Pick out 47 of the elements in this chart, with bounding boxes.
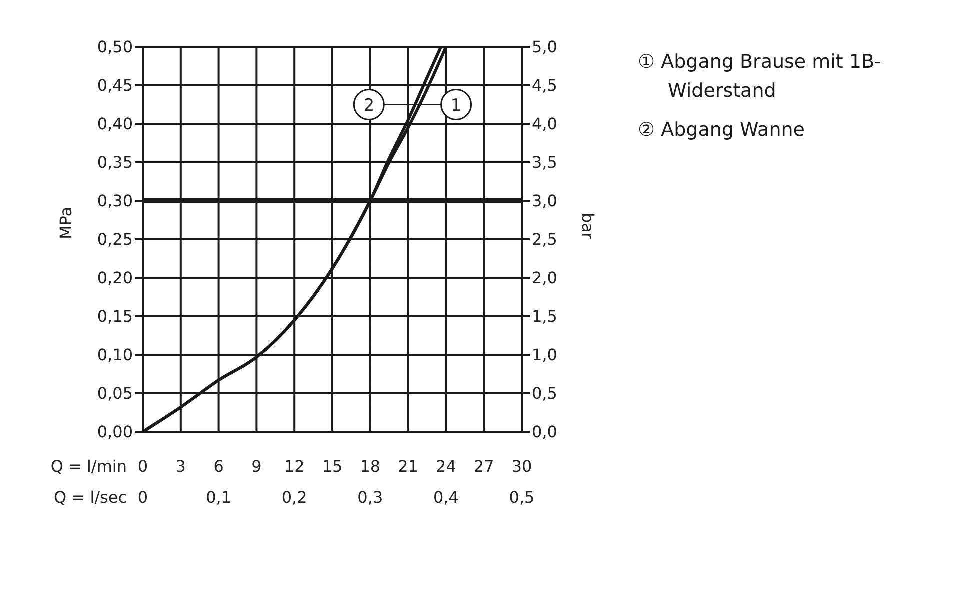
x-tick-label: 3	[176, 457, 186, 476]
x-tick-label: 15	[322, 457, 343, 476]
y-tick-label: 0,20	[97, 268, 133, 288]
y2-tick-label: 0,0	[532, 422, 558, 442]
y2-tick-label: 3,5	[532, 153, 558, 172]
x2-tick-label: 0,3	[358, 488, 384, 507]
x2-tick-label: 0	[138, 488, 148, 507]
x-tick-label: 30	[512, 457, 532, 476]
x-tick-label: 12	[284, 457, 305, 476]
x-tick-label: 27	[474, 457, 494, 476]
x-tick-label: 9	[252, 457, 262, 476]
y2-tick-label: 0,5	[532, 384, 558, 404]
y2-tick-label: 4,5	[532, 76, 558, 96]
y2-tick-label: 2,5	[532, 230, 558, 250]
y2-tick-label: 1,5	[532, 307, 558, 326]
y-tick-label: 0,50	[97, 38, 133, 57]
x2-tick-label: 0,5	[509, 488, 535, 507]
x2-axis-title: Q = l/sec	[54, 488, 127, 507]
y-tick-label: 0,00	[97, 422, 133, 442]
annotation: 1	[450, 96, 462, 116]
text: ② Abgang Wanne	[638, 118, 806, 143]
y-tick-label: 0,05	[97, 384, 133, 404]
x2-tick-label: 0,2	[282, 488, 308, 507]
y2-tick-label: 4,0	[532, 114, 558, 134]
y-tick-label: 0,35	[97, 153, 133, 172]
y-tick-label: 0,25	[97, 230, 133, 250]
annotation: 2	[364, 96, 375, 116]
y2-tick-label: 5,0	[532, 38, 558, 57]
text: ① Abgang Brause mit 1B-Widerstand	[638, 50, 882, 104]
y2-axis-title: bar	[578, 212, 598, 240]
y-tick-label: 0,15	[97, 307, 133, 326]
x2-tick-label: 0,4	[433, 488, 459, 507]
x-tick-label: 6	[214, 457, 224, 476]
y2-tick-label: 2,0	[532, 268, 558, 288]
y-axis-title: MPa	[56, 206, 76, 240]
x-tick-label: 0	[138, 457, 148, 476]
x-tick-label: 24	[436, 457, 456, 476]
x-axis-title: Q = l/min	[50, 457, 127, 476]
y2-tick-label: 3,0	[532, 192, 558, 211]
x-tick-label: 18	[360, 457, 381, 476]
x2-tick-label: 0,1	[206, 488, 232, 507]
y-tick-label: 0,40	[97, 114, 133, 134]
y-tick-label: 0,10	[97, 346, 133, 365]
x-tick-label: 21	[398, 457, 418, 476]
y-tick-label: 0,30	[97, 192, 133, 211]
y2-tick-label: 1,0	[532, 346, 558, 365]
y-tick-label: 0,45	[97, 76, 133, 96]
